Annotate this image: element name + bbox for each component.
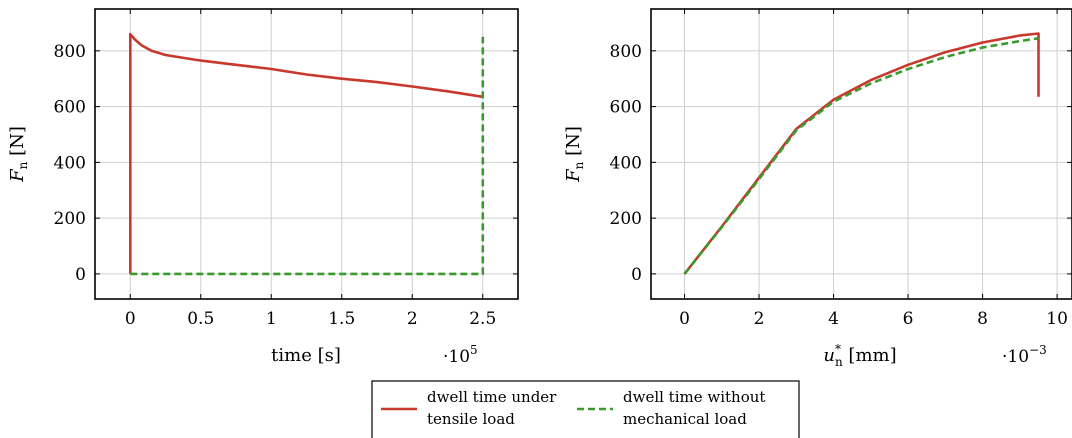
legend-label-line1: dwell time without <box>623 388 765 406</box>
y-axis-label: Fn [N] <box>7 126 30 183</box>
y-tick-label: 800 <box>610 42 642 62</box>
x-tick-label: 1.5 <box>328 309 355 329</box>
x-tick-label: 0 <box>125 309 136 329</box>
x-tick-label: 2.5 <box>469 309 496 329</box>
legend: dwell time under tensile load dwell time w… <box>371 380 800 438</box>
plot-frame <box>94 8 519 300</box>
x-tick-label: 2 <box>754 309 765 329</box>
series-line-tensile <box>129 32 484 274</box>
x-tick-label: 0 <box>679 309 690 329</box>
chart-panel-1: 0 0.5 1 1.5 2 2.5 0 200 400 600 800 Fn [N] time [s] ·… <box>7 8 519 367</box>
x-axis-multiplier: ·105 <box>443 343 478 367</box>
y-tick-label: 600 <box>54 98 86 118</box>
legend-label-line1: dwell time under <box>427 388 557 406</box>
y-tick-label: 600 <box>610 98 642 118</box>
y-tick-label: 0 <box>75 265 86 285</box>
y-tick-label: 200 <box>610 209 642 229</box>
series-line-no-load <box>683 37 1039 275</box>
y-tick-label: 0 <box>631 265 642 285</box>
y-tick-label: 400 <box>610 153 642 173</box>
y-tick-label: 200 <box>54 209 86 229</box>
legend-box <box>371 380 800 438</box>
y-tick-label: 400 <box>54 153 86 173</box>
series-line-no-load <box>130 36 485 276</box>
x-tick-label: 8 <box>977 309 988 329</box>
legend-label-line2: mechanical load <box>623 410 747 428</box>
x-axis-label: u* n [mm] <box>823 342 896 369</box>
chart-panel-2: 0 2 4 6 8 10 0 200 400 600 800 Fn [N] u* n [mm] ·10−3 <box>563 8 1072 369</box>
x-tick-label: 1 <box>266 309 277 329</box>
x-tick-label: 10 <box>1046 309 1068 329</box>
x-axis-label: time [s] <box>271 345 341 366</box>
y-tick-label: 800 <box>54 42 86 62</box>
x-axis-multiplier: ·10−3 <box>1002 343 1047 367</box>
legend-label-line2: tensile load <box>427 410 515 428</box>
x-tick-label: 0.5 <box>187 309 214 329</box>
x-tick-label: 4 <box>828 309 839 329</box>
series-line-tensile <box>683 32 1040 275</box>
x-tick-label: 2 <box>407 309 418 329</box>
x-tick-label: 6 <box>903 309 914 329</box>
y-axis-label: Fn [N] <box>563 126 586 183</box>
plot-frame <box>650 8 1072 300</box>
